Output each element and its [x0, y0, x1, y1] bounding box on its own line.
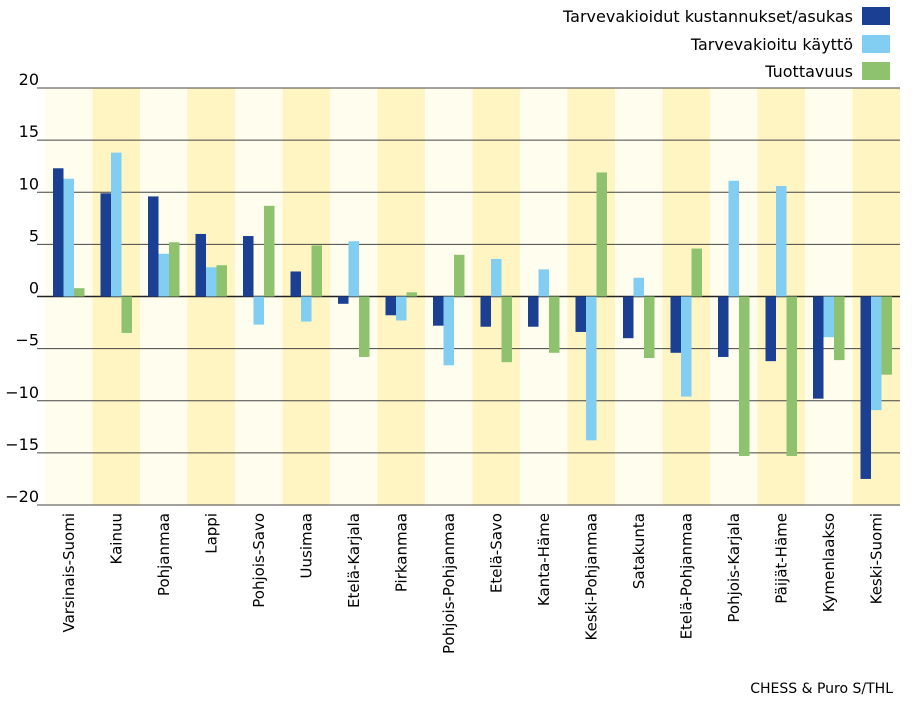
- legend-label: Tarvevakioitu käyttö: [690, 35, 853, 54]
- x-tick-label: Pohjois-Karjala: [725, 513, 743, 623]
- x-tick-label: Pohjois-Savo: [250, 513, 268, 608]
- bar: Tuottavuus – Keski-Suomi: -7.5: [881, 296, 892, 375]
- bar: Tarvevakioidut kustannukset/asukas – Lap…: [195, 233, 206, 297]
- bar: Tarvevakioidut kustannukset/asukas – Ete…: [338, 296, 349, 304]
- bar: Tarvevakioitu käyttö – Etelä-Karjala: 5.…: [348, 241, 359, 297]
- bar: Tarvevakioidut kustannukset/asukas – Poh…: [148, 196, 159, 297]
- bar: Tarvevakioidut kustannukset/asukas – Uus…: [290, 271, 301, 297]
- bar: Tarvevakioitu käyttö – Varsinais-Suomi: …: [63, 178, 74, 297]
- x-tick-label: Etelä-Pohjanmaa: [677, 513, 695, 639]
- x-tick-label: Lappi: [202, 513, 220, 554]
- y-tick-label: −15: [5, 435, 39, 454]
- bar: Tarvevakioitu käyttö – Kymenlaakso: -3.9: [823, 296, 834, 338]
- x-tick-label: Keski-Pohjanmaa: [582, 513, 600, 640]
- bar: Tarvevakioidut kustannukset/asukas – Poh…: [243, 236, 254, 297]
- bars: Tarvevakioidut kustannukset/asukas – Var…: [53, 152, 892, 479]
- x-axis-labels: Varsinais-Suomi Kainuu Pohjanmaa Lappi Pohjo…: [60, 513, 886, 654]
- x-tick-label: Keski-Suomi: [867, 513, 885, 604]
- bar: Tarvevakioidut kustannukset/asukas – Sat…: [623, 296, 634, 339]
- bar: Tuottavuus – Varsinais-Suomi: 0.8: [74, 288, 85, 297]
- bar: Tuottavuus – Pohjois-Pohjanmaa: 4: [454, 254, 465, 297]
- bar: Tarvevakioitu käyttö – Etelä-Savo: 3.6: [491, 258, 502, 297]
- legend-label: Tarvevakioidut kustannukset/asukas: [562, 7, 853, 26]
- bar: Tuottavuus – Pirkanmaa: 0.4: [406, 292, 417, 297]
- bar: Tarvevakioitu käyttö – Päijät-Häme: 10.6: [776, 185, 787, 297]
- bar: Tarvevakioitu käyttö – Keski-Pohjanmaa: …: [586, 296, 597, 441]
- legend-swatch: [862, 35, 890, 53]
- bar: Tarvevakioitu käyttö – Pirkanmaa: -2.3: [396, 296, 407, 321]
- bar: Tuottavuus – Pohjois-Karjala: -15.3: [739, 296, 750, 457]
- legend: Tarvevakioidut kustannukset/asukas Tarvev…: [562, 7, 890, 81]
- bar: Tuottavuus – Pohjanmaa: 5.2: [169, 242, 180, 297]
- bar: Tarvevakioidut kustannukset/asukas – Kan…: [528, 296, 539, 327]
- bar: Tuottavuus – Lappi: 3: [216, 265, 227, 297]
- bar: Tarvevakioitu käyttö – Uusimaa: -2.4: [301, 296, 312, 322]
- bar: Tarvevakioitu käyttö – Pohjois-Karjala: …: [728, 180, 739, 297]
- bar: Tuottavuus – Kainuu: -3.5: [121, 296, 132, 333]
- x-tick-label: Satakunta: [630, 513, 648, 589]
- bar: Tarvevakioidut kustannukset/asukas – Ete…: [480, 296, 491, 327]
- bar: Tarvevakioidut kustannukset/asukas – Pir…: [385, 296, 396, 316]
- legend-swatch: [862, 7, 890, 25]
- source-label: CHESS & Puro S/THL: [750, 681, 893, 697]
- bar: Tuottavuus – Satakunta: -5.9: [644, 296, 655, 359]
- legend-label: Tuottavuus: [764, 62, 853, 81]
- y-tick-label: 15: [19, 122, 39, 141]
- y-tick-label: −20: [5, 487, 39, 506]
- bar: Tarvevakioidut kustannukset/asukas – Poh…: [718, 296, 729, 357]
- bar: Tarvevakioidut kustannukset/asukas – Kes…: [860, 296, 871, 479]
- bar: Tarvevakioitu käyttö – Kainuu: 13.8: [111, 152, 122, 297]
- bar: Tuottavuus – Pohjois-Savo: 8.7: [264, 205, 275, 297]
- bar: Tarvevakioitu käyttö – Pohjois-Pohjanmaa…: [443, 296, 454, 366]
- x-tick-label: Päijät-Häme: [772, 513, 790, 604]
- y-tick-label: −10: [5, 383, 39, 402]
- x-tick-label: Kanta-Häme: [535, 513, 553, 606]
- bar: Tarvevakioidut kustannukset/asukas – Kym…: [813, 296, 824, 399]
- x-tick-label: Uusimaa: [297, 513, 315, 578]
- bar: Tarvevakioidut kustannukset/asukas – Ete…: [670, 296, 681, 353]
- bar: Tarvevakioidut kustannukset/asukas – Kai…: [100, 193, 111, 297]
- x-tick-label: Pohjanmaa: [155, 513, 173, 596]
- bar: Tuottavuus – Kymenlaakso: -6.1: [834, 296, 845, 361]
- legend-swatch: [862, 62, 890, 80]
- y-tick-label: 10: [19, 174, 39, 193]
- x-tick-label: Etelä-Karjala: [345, 513, 363, 608]
- y-tick-label: 0: [29, 279, 39, 298]
- x-tick-label: Kainuu: [107, 513, 125, 564]
- bar: Tarvevakioidut kustannukset/asukas – Poh…: [433, 296, 444, 326]
- bar: Tarvevakioidut kustannukset/asukas – Kes…: [575, 296, 586, 332]
- bar: Tuottavuus – Kanta-Häme: -5.4: [549, 296, 560, 353]
- y-tick-label: −5: [15, 331, 39, 350]
- bar: Tuottavuus – Uusimaa: 4.9: [311, 245, 322, 297]
- bar: Tarvevakioitu käyttö – Kanta-Häme: 2.6: [538, 269, 549, 297]
- bar: Tuottavuus – Etelä-Karjala: -5.8: [359, 296, 370, 357]
- x-tick-label: Varsinais-Suomi: [60, 513, 78, 633]
- bar: Tuottavuus – Keski-Pohjanmaa: 11.9: [596, 172, 607, 297]
- y-axis: 20 15 10 5 0 −5 −10 −15 −20: [5, 70, 39, 506]
- bar: Tarvevakioitu käyttö – Satakunta: 1.8: [633, 277, 644, 297]
- x-tick-label: Pohjois-Pohjanmaa: [440, 513, 458, 654]
- bar: Tarvevakioitu käyttö – Lappi: 2.8: [206, 267, 217, 297]
- bar: Tuottavuus – Etelä-Pohjanmaa: 4.6: [691, 248, 702, 297]
- y-tick-label: 5: [29, 226, 39, 245]
- bar: Tuottavuus – Päijät-Häme: -15.3: [786, 296, 797, 457]
- x-tick-label: Kymenlaakso: [820, 513, 838, 612]
- bar: Tarvevakioitu käyttö – Pohjanmaa: 4.1: [158, 253, 169, 297]
- bar: Tarvevakioidut kustannukset/asukas – Päi…: [765, 296, 776, 362]
- bar: Tuottavuus – Etelä-Savo: -6.3: [501, 296, 512, 363]
- bar: Tarvevakioidut kustannukset/asukas – Var…: [53, 168, 64, 297]
- gridlines: [37, 87, 900, 506]
- bar: Tarvevakioitu käyttö – Keski-Suomi: -10.…: [871, 296, 882, 411]
- x-tick-label: Etelä-Savo: [487, 513, 505, 593]
- bar: Tarvevakioitu käyttö – Pohjois-Savo: -2.…: [253, 296, 264, 325]
- bar: Tarvevakioitu käyttö – Etelä-Pohjanmaa: …: [681, 296, 692, 397]
- x-tick-label: Pirkanmaa: [392, 513, 410, 592]
- y-tick-label: 20: [19, 70, 39, 89]
